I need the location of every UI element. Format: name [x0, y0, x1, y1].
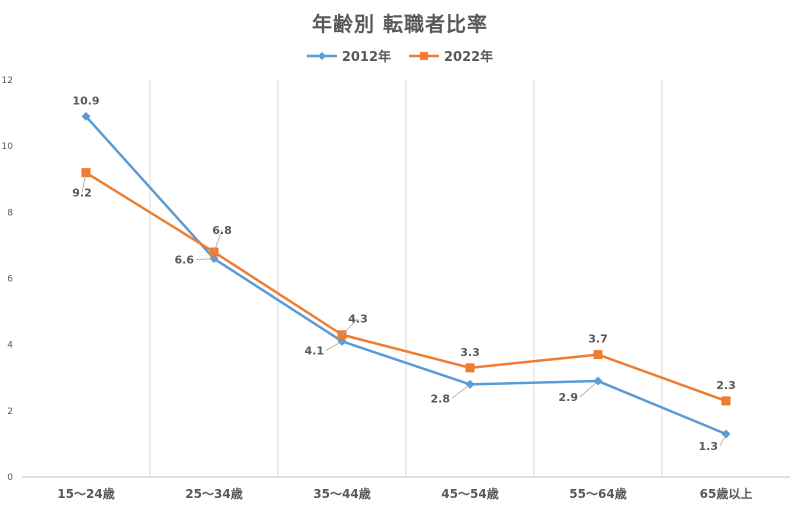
x-category-label: 65歳以上: [700, 486, 753, 501]
series-line-2022年: [85, 171, 727, 403]
x-category-label: 35～44歳: [313, 486, 370, 501]
data-label: 4.1: [305, 344, 325, 357]
x-category-label: 45～54歳: [441, 486, 498, 501]
label-leader-line: [451, 384, 471, 399]
y-tick-label: 6: [7, 275, 13, 285]
data-label: 10.9: [72, 94, 99, 107]
y-tick-label: 0: [7, 473, 13, 483]
data-label: 3.7: [588, 333, 608, 346]
legend-marker-2022: [409, 51, 439, 60]
data-label: 1.3: [699, 440, 719, 453]
data-label: 2.9: [559, 391, 579, 404]
legend-marker-2012: [306, 51, 337, 60]
y-tick-label: 10: [2, 142, 14, 152]
data-label: 6.8: [212, 224, 232, 237]
label-leader-line: [81, 172, 87, 193]
data-label: 4.3: [348, 313, 368, 326]
data-label: 9.2: [72, 187, 92, 200]
label-leader-line: [195, 258, 215, 261]
x-category-label: 15～24歳: [57, 486, 114, 501]
label-leader-line: [213, 229, 223, 253]
legend: 2012年 2022年: [0, 46, 800, 65]
data-label: 2.8: [431, 392, 451, 405]
legend-label-2012: 2012年: [341, 50, 391, 65]
x-category-label: 25～34歳: [185, 486, 242, 501]
x-category-label: 55～64歳: [569, 486, 626, 501]
data-point: [81, 111, 91, 121]
data-label: 3.3: [460, 346, 480, 359]
legend-item-2022: 2022年: [409, 46, 493, 65]
label-leader-line: [325, 341, 343, 351]
data-label: 2.3: [716, 379, 736, 392]
data-point: [721, 396, 731, 406]
y-tick-label: 12: [2, 76, 13, 86]
y-tick-label: 8: [7, 208, 13, 218]
data-point: [593, 350, 603, 360]
y-tick-label: 4: [7, 341, 13, 351]
legend-item-2012: 2012年: [306, 46, 391, 65]
label-leader-line: [341, 318, 359, 336]
chart-title: 年齢別 転職者比率: [312, 12, 488, 36]
data-label: 6.6: [175, 254, 195, 267]
legend-label-2022: 2022年: [444, 50, 494, 65]
y-tick-label: 2: [7, 407, 13, 417]
data-point: [465, 363, 475, 373]
series-line-2012年: [85, 115, 727, 436]
label-leader-line: [719, 433, 727, 447]
label-leader-line: [579, 380, 599, 398]
